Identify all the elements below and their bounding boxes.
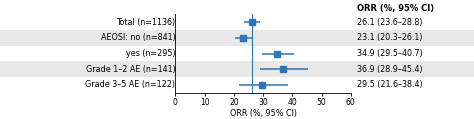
Bar <box>351 46 474 61</box>
Text: ORR (%, 95% CI): ORR (%, 95% CI) <box>357 4 434 13</box>
Bar <box>175 46 351 61</box>
Text: 34.9 (29.5–40.7): 34.9 (29.5–40.7) <box>357 49 423 58</box>
X-axis label: ORR (%, 95% CI): ORR (%, 95% CI) <box>229 109 297 118</box>
Bar <box>175 30 351 46</box>
Bar <box>175 61 351 77</box>
Bar <box>0 77 175 93</box>
Bar <box>0 46 175 61</box>
Bar <box>351 14 474 30</box>
Text: 23.1 (20.3–26.1): 23.1 (20.3–26.1) <box>357 33 422 42</box>
Text: yes (n=295): yes (n=295) <box>126 49 175 58</box>
Text: Grade 3–5 AE (n=122): Grade 3–5 AE (n=122) <box>85 80 175 89</box>
Text: Grade 1–2 AE (n=141): Grade 1–2 AE (n=141) <box>86 65 175 74</box>
Bar <box>351 77 474 93</box>
Bar <box>0 30 175 46</box>
Text: AEOSI: no (n=841): AEOSI: no (n=841) <box>100 33 175 42</box>
Text: 26.1 (23.6–28.8): 26.1 (23.6–28.8) <box>357 18 422 27</box>
Text: Total (n=1136): Total (n=1136) <box>116 18 175 27</box>
Text: 36.9 (28.9–45.4): 36.9 (28.9–45.4) <box>357 65 422 74</box>
Bar <box>0 61 175 77</box>
Bar <box>175 77 351 93</box>
Bar <box>351 30 474 46</box>
Bar <box>175 14 351 30</box>
Bar <box>351 61 474 77</box>
Bar <box>0 14 175 30</box>
Text: 29.5 (21.6–38.4): 29.5 (21.6–38.4) <box>357 80 422 89</box>
